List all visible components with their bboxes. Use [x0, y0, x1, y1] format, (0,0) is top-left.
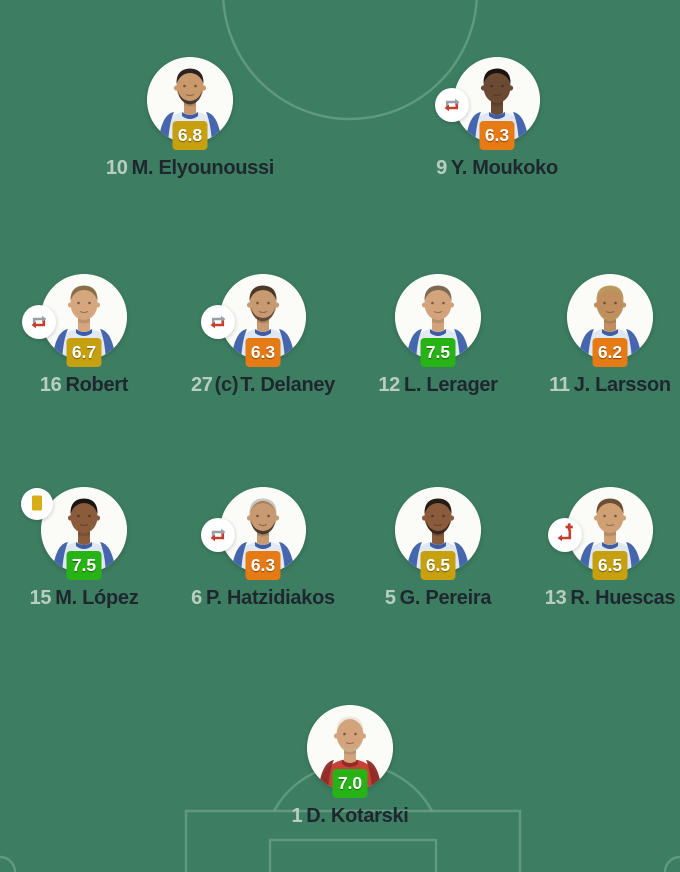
player-lastname: P. Hatzidiakos [206, 587, 335, 609]
substitution-icon [22, 305, 56, 339]
player-name: 27 (c) T. Delaney [163, 373, 363, 397]
player-number: 27 [190, 374, 213, 396]
player-card-m-elyounoussi[interactable]: 6.8 10 M. Elyounoussi [90, 50, 290, 190]
player-number: 10 [105, 157, 128, 179]
substitution-icon [201, 518, 235, 552]
player-name: 10 M. Elyounoussi [90, 156, 290, 180]
player-name: 11 J. Larsson [510, 373, 680, 397]
rating-badge[interactable]: 7.0 [332, 769, 368, 798]
rating-badge[interactable]: 6.3 [245, 551, 281, 580]
corner-arc-right [663, 855, 680, 872]
rating-badge[interactable]: 7.5 [66, 551, 102, 580]
penalty-box [184, 809, 522, 872]
player-avatar [395, 487, 481, 573]
player-name: 16 Robert [0, 373, 184, 397]
player-card-g-pereira[interactable]: 6.5 5 G. Pereira [338, 480, 538, 620]
player-lastname: T. Delaney [240, 374, 336, 396]
player-lastname: M. López [55, 587, 139, 609]
rating-badge[interactable]: 6.7 [66, 338, 102, 367]
player-card-r-huescas[interactable]: 6.5 13 R. Huescas [510, 480, 680, 620]
player-name: 13 R. Huescas [510, 586, 680, 610]
player-card-robert[interactable]: 6.7 16 Robert [0, 267, 184, 407]
yellow-card-icon [21, 488, 53, 520]
rating-badge[interactable]: 6.5 [420, 551, 456, 580]
player-name: 9 Y. Moukoko [397, 156, 597, 180]
rating-badge[interactable]: 6.5 [592, 551, 628, 580]
player-lastname: D. Kotarski [306, 805, 409, 827]
player-number: 15 [29, 587, 52, 609]
player-number: 12 [378, 374, 400, 396]
player-number: 13 [544, 587, 567, 609]
rating-badge[interactable]: 6.8 [172, 121, 208, 150]
rating-badge[interactable]: 6.3 [245, 338, 281, 367]
player-name: 15 M. López [0, 586, 184, 610]
player-number: 9 [436, 157, 447, 179]
player-card-d-kotarski[interactable]: 7.0 1 D. Kotarski [250, 698, 450, 838]
substitution-injury-icon [548, 518, 582, 552]
player-avatar [395, 274, 481, 360]
player-name: 5 G. Pereira [338, 586, 538, 610]
substitution-icon [201, 305, 235, 339]
player-lastname: Y. Moukoko [450, 157, 558, 179]
player-lastname: R. Huescas [570, 587, 676, 609]
player-avatar [567, 274, 653, 360]
centre-circle [222, 0, 478, 121]
player-card-y-moukoko[interactable]: 6.3 9 Y. Moukoko [397, 50, 597, 190]
player-card-t-delaney[interactable]: 6.3 27 (c) T. Delaney [163, 267, 363, 407]
player-name: 12 L. Lerager [338, 373, 538, 397]
substitution-icon [435, 88, 469, 122]
rating-badge[interactable]: 7.5 [420, 338, 456, 367]
player-lastname: G. Pereira [399, 587, 492, 609]
player-number: 1 [291, 805, 303, 827]
player-card-j-larsson[interactable]: 6.2 11 J. Larsson [510, 267, 680, 407]
player-card-p-hatzidiakos[interactable]: 6.3 6 P. Hatzidiakos [163, 480, 363, 620]
player-number: 6 [191, 587, 202, 609]
player-card-m-l-pez[interactable]: 7.5 15 M. López [0, 480, 184, 620]
player-name: 6 P. Hatzidiakos [163, 586, 363, 610]
rating-badge[interactable]: 6.3 [479, 121, 515, 150]
player-card-l-lerager[interactable]: 7.5 12 L. Lerager [338, 267, 538, 407]
goal-area [268, 838, 438, 872]
player-lastname: M. Elyounoussi [131, 157, 275, 179]
player-number: 5 [384, 587, 396, 609]
captain-mark: (c) [214, 374, 239, 396]
rating-badge[interactable]: 6.2 [592, 338, 628, 367]
player-number: 16 [39, 374, 62, 396]
corner-arc-left [0, 855, 17, 872]
player-lastname: Robert [65, 374, 129, 396]
player-lastname: L. Lerager [403, 374, 498, 396]
player-lastname: J. Larsson [573, 374, 671, 396]
player-name: 1 D. Kotarski [250, 804, 450, 828]
player-number: 11 [549, 374, 570, 396]
